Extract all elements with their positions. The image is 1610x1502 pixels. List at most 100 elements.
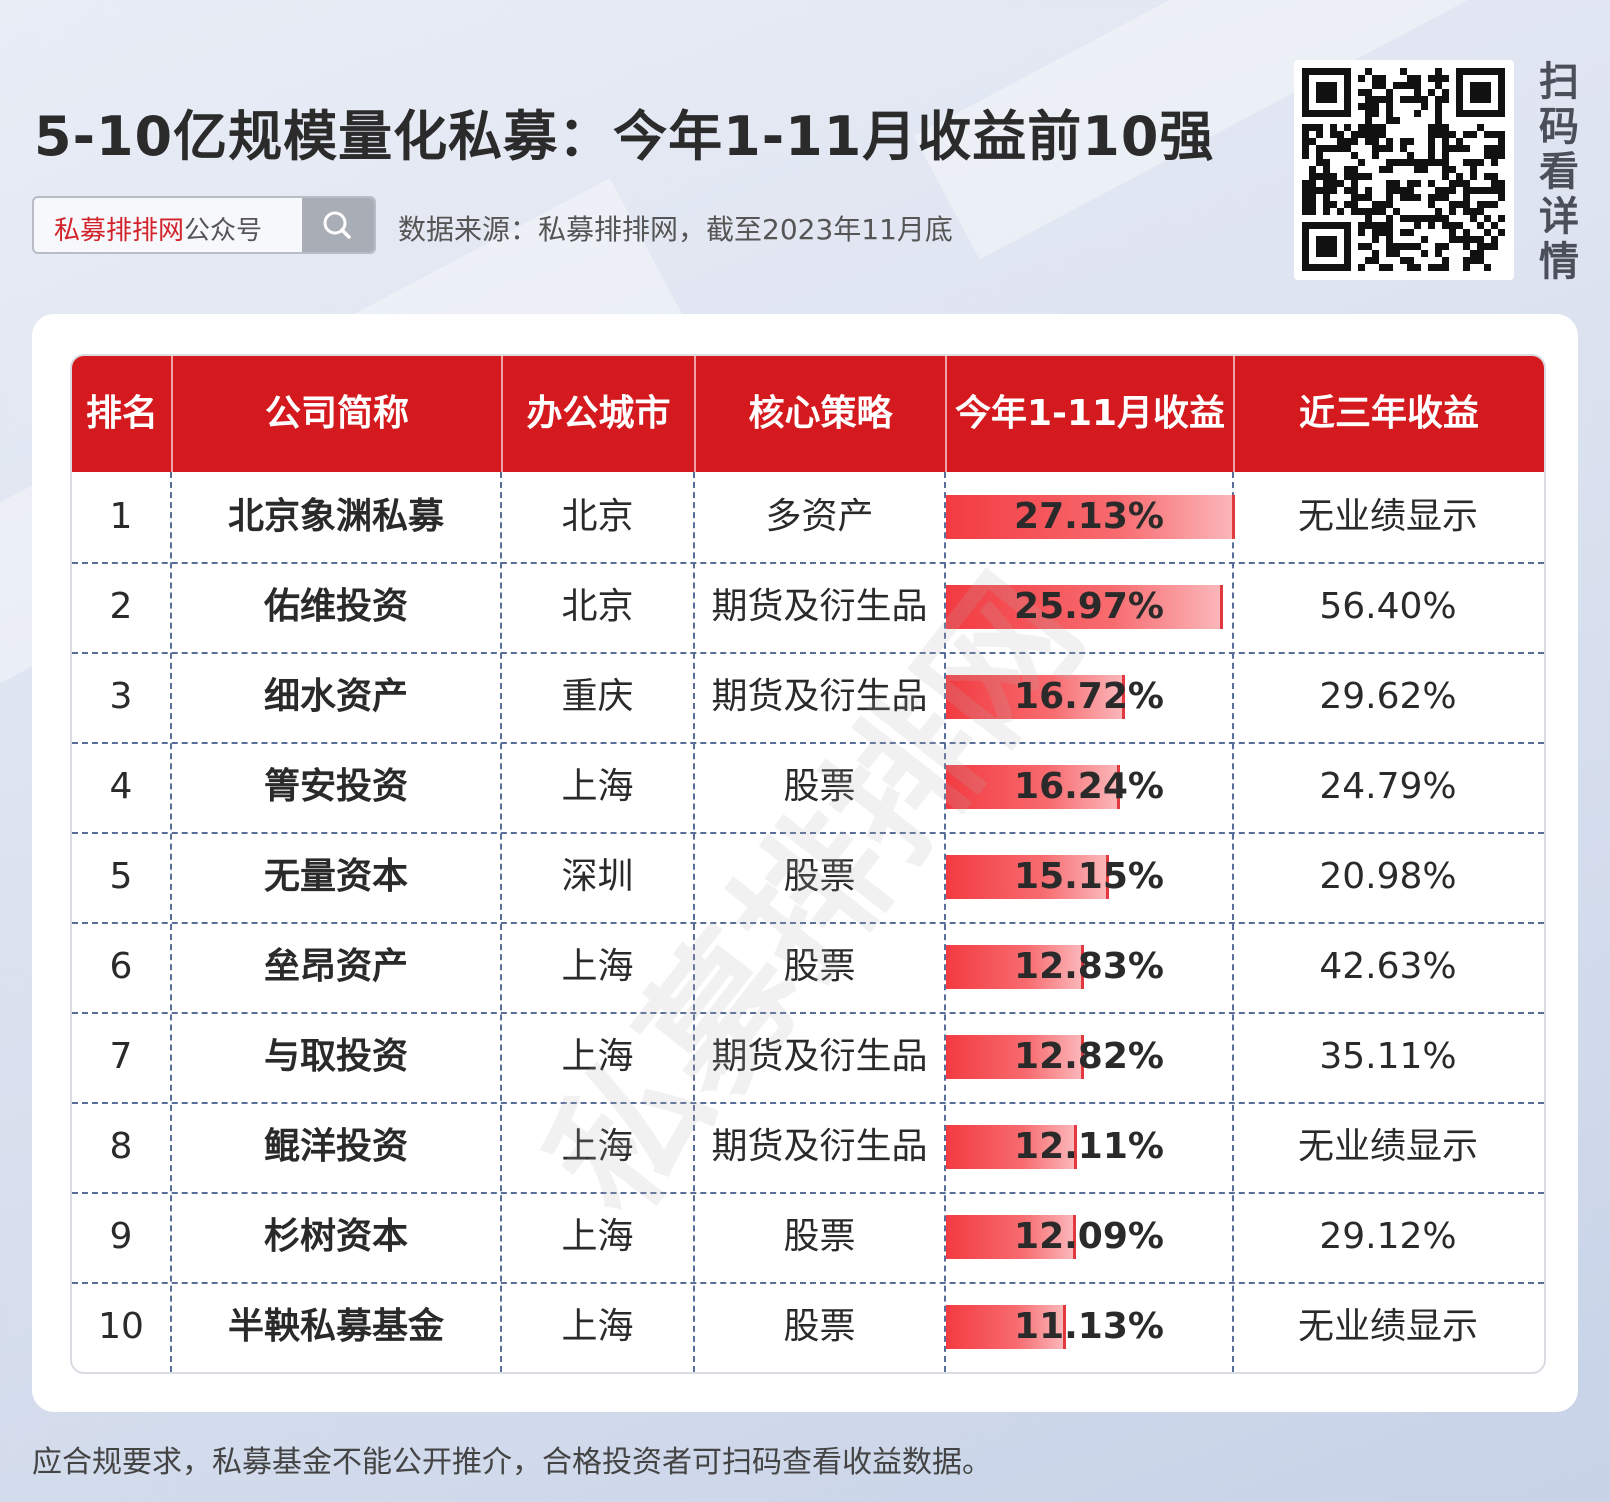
compliance-footer: 应合规要求，私募基金不能公开推介，合格投资者可扫码查看收益数据。	[32, 1445, 992, 1480]
table-row: 4 箐安投资 上海 股票 16.24% 24.79%	[72, 742, 1544, 832]
qr-module	[1414, 166, 1421, 173]
qr-module	[1428, 89, 1435, 96]
qr-module	[1309, 180, 1316, 187]
qr-module	[1491, 236, 1498, 243]
rank-cell: 9	[109, 1216, 133, 1257]
scan-text-char: 看	[1539, 149, 1579, 195]
rank-cell: 7	[109, 1036, 133, 1077]
qr-module	[1358, 124, 1365, 131]
three-year-return-cell: 35.11%	[1319, 1036, 1457, 1077]
qr-module	[1463, 236, 1470, 243]
city-cell: 重庆	[561, 676, 634, 717]
qr-module	[1414, 75, 1421, 82]
table-row: 6 垒昂资产 上海 股票 12.83% 42.63%	[72, 922, 1544, 1012]
header-company: 公司简称	[264, 393, 409, 434]
qr-module	[1400, 96, 1407, 103]
city-cell: 上海	[561, 1216, 634, 1257]
qr-module	[1358, 173, 1365, 180]
qr-module	[1491, 152, 1498, 159]
qr-module	[1428, 75, 1435, 82]
strategy-cell: 期货及衍生品	[711, 1126, 928, 1167]
row-divider	[72, 742, 1544, 744]
row-divider	[72, 562, 1544, 564]
qr-module	[1442, 257, 1449, 264]
rank-cell: 5	[109, 856, 133, 897]
qr-module	[1449, 236, 1456, 243]
qr-module	[1407, 215, 1414, 222]
qr-module	[1302, 194, 1309, 201]
qr-finder	[1316, 236, 1337, 257]
qr-module	[1386, 166, 1393, 173]
qr-module	[1414, 89, 1421, 96]
qr-module	[1372, 145, 1379, 152]
qr-module	[1449, 145, 1456, 152]
qr-module	[1323, 208, 1330, 215]
qr-module	[1365, 124, 1372, 131]
qr-module	[1477, 159, 1484, 166]
qr-module	[1323, 187, 1330, 194]
qr-module	[1309, 208, 1316, 215]
qr-module	[1316, 124, 1323, 131]
qr-module	[1407, 138, 1414, 145]
qr-finder	[1470, 82, 1491, 103]
qr-module	[1491, 187, 1498, 194]
three-year-return-cell: 无业绩显示	[1297, 1306, 1478, 1347]
qr-module	[1414, 110, 1421, 117]
qr-module	[1372, 257, 1379, 264]
qr-module	[1491, 243, 1498, 250]
qr-module	[1477, 124, 1484, 131]
qr-module	[1435, 103, 1442, 110]
qr-module	[1470, 215, 1477, 222]
qr-module	[1337, 145, 1344, 152]
qr-module	[1456, 201, 1463, 208]
qr-module	[1498, 215, 1505, 222]
qr-module	[1309, 124, 1316, 131]
qr-code[interactable]	[1294, 60, 1514, 280]
qr-module	[1463, 229, 1470, 236]
search-box[interactable]: 私募排排网公众号	[32, 196, 376, 254]
qr-module	[1463, 194, 1470, 201]
qr-module	[1484, 243, 1491, 250]
qr-module	[1428, 152, 1435, 159]
qr-module	[1344, 145, 1351, 152]
strategy-cell: 多资产	[765, 496, 874, 537]
qr-module	[1442, 222, 1449, 229]
row-divider	[72, 1282, 1544, 1284]
qr-module	[1498, 145, 1505, 152]
qr-module	[1421, 250, 1428, 257]
qr-module	[1316, 145, 1323, 152]
qr-module	[1365, 89, 1372, 96]
qr-module	[1330, 145, 1337, 152]
qr-module	[1428, 215, 1435, 222]
qr-module	[1491, 159, 1498, 166]
qr-module	[1463, 257, 1470, 264]
qr-module	[1400, 187, 1407, 194]
qr-module	[1365, 110, 1372, 117]
qr-module	[1302, 152, 1309, 159]
header-divider	[1233, 356, 1235, 472]
strategy-cell: 股票	[783, 946, 856, 987]
qr-code-icon	[1302, 68, 1505, 271]
city-cell: 深圳	[561, 856, 634, 897]
qr-module	[1442, 166, 1449, 173]
qr-module	[1463, 145, 1470, 152]
qr-module	[1463, 243, 1470, 250]
search-button[interactable]	[302, 198, 374, 252]
company-cell: 无量资本	[263, 856, 408, 897]
qr-module	[1442, 152, 1449, 159]
qr-module	[1302, 138, 1309, 145]
qr-module	[1498, 229, 1505, 236]
qr-module	[1484, 173, 1491, 180]
qr-module	[1386, 89, 1393, 96]
qr-module	[1421, 159, 1428, 166]
qr-module	[1379, 145, 1386, 152]
header-city: 办公城市	[526, 393, 671, 434]
qr-module	[1407, 180, 1414, 187]
qr-module	[1365, 173, 1372, 180]
qr-module	[1358, 229, 1365, 236]
rank-cell: 4	[109, 766, 133, 807]
qr-module	[1484, 215, 1491, 222]
qr-module	[1330, 173, 1337, 180]
qr-module	[1323, 194, 1330, 201]
qr-module	[1358, 159, 1365, 166]
